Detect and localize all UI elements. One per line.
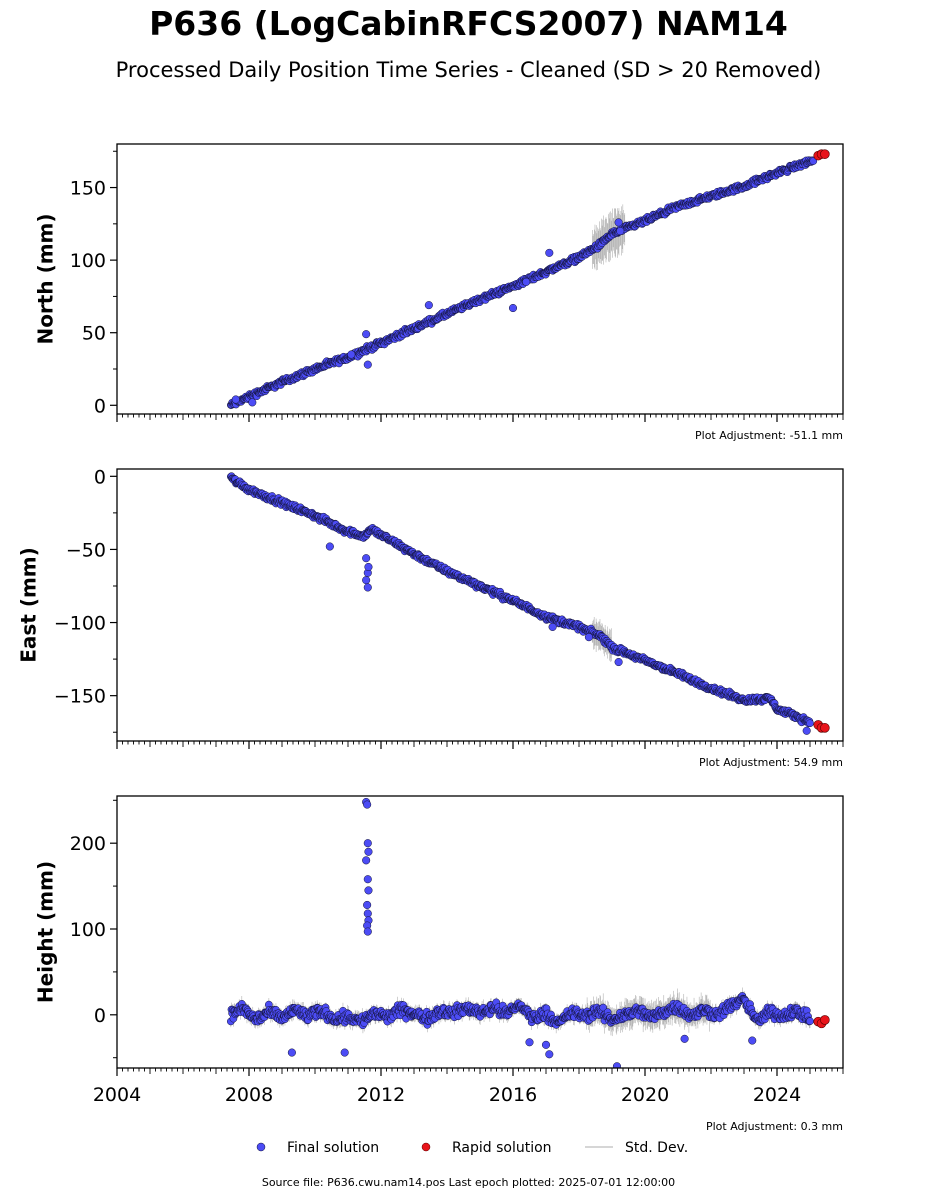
y-tick-label: 100 bbox=[70, 250, 106, 272]
outlier-point bbox=[363, 583, 372, 592]
outlier-point bbox=[325, 542, 334, 551]
y-tick-label: 0 bbox=[94, 395, 106, 417]
outlier-point bbox=[347, 350, 356, 359]
outlier-point bbox=[362, 554, 371, 563]
outlier-point bbox=[424, 301, 433, 310]
final-points bbox=[227, 156, 818, 409]
plot-area bbox=[227, 472, 830, 735]
y-tick-label: −100 bbox=[54, 613, 106, 635]
y-tick-label: −50 bbox=[66, 539, 106, 561]
page-title: P636 (LogCabinRFCS2007) NAM14 bbox=[149, 4, 788, 43]
outlier-point bbox=[614, 657, 623, 667]
panel-east: 0 −50 −100 −150 East (mm) Plot Adjustment: 54… bbox=[17, 466, 844, 769]
page-subtitle: Processed Daily Position Time Series - C… bbox=[115, 58, 822, 82]
outlier-points bbox=[231, 218, 625, 407]
outlier-point bbox=[545, 248, 554, 257]
outlier-point bbox=[522, 277, 531, 286]
outlier-point bbox=[364, 562, 373, 572]
outlier-point bbox=[614, 218, 623, 227]
outlier-point bbox=[508, 303, 518, 313]
plot-area bbox=[227, 149, 830, 410]
outlier-point bbox=[363, 360, 372, 369]
y-tick-label: −150 bbox=[54, 686, 106, 708]
final-points bbox=[227, 472, 814, 728]
final-points bbox=[227, 992, 814, 1030]
outlier-point bbox=[584, 633, 593, 642]
rapid-point bbox=[820, 149, 830, 159]
rapid-point bbox=[820, 723, 830, 733]
y-tick-label: 0 bbox=[94, 466, 106, 488]
final-point bbox=[809, 157, 818, 165]
outlier-points bbox=[325, 542, 811, 735]
plot-adjustment-note: Plot Adjustment: -51.1 mm bbox=[695, 429, 843, 442]
rapid-points bbox=[813, 720, 830, 733]
outlier-point bbox=[231, 395, 240, 404]
y-tick-label: 150 bbox=[70, 178, 106, 200]
y-axis-label: North (mm) bbox=[34, 213, 58, 344]
outlier-point bbox=[616, 227, 625, 236]
y-axis-label: East (mm) bbox=[17, 547, 41, 663]
outlier-point bbox=[548, 622, 557, 631]
outlier-point bbox=[362, 576, 371, 585]
y-tick-label: 50 bbox=[82, 323, 106, 345]
plot-area bbox=[227, 797, 830, 1068]
outlier-point bbox=[362, 330, 371, 339]
outlier-point bbox=[248, 398, 257, 407]
plot-adjustment-note: Plot Adjustment: 54.9 mm bbox=[699, 756, 843, 769]
rapid-points bbox=[813, 149, 830, 161]
panel-north: 0 50 100 150 North (mm) Plot Adjustment: -51.… bbox=[34, 143, 844, 442]
final-point bbox=[806, 719, 814, 728]
outlier-point bbox=[802, 726, 811, 735]
